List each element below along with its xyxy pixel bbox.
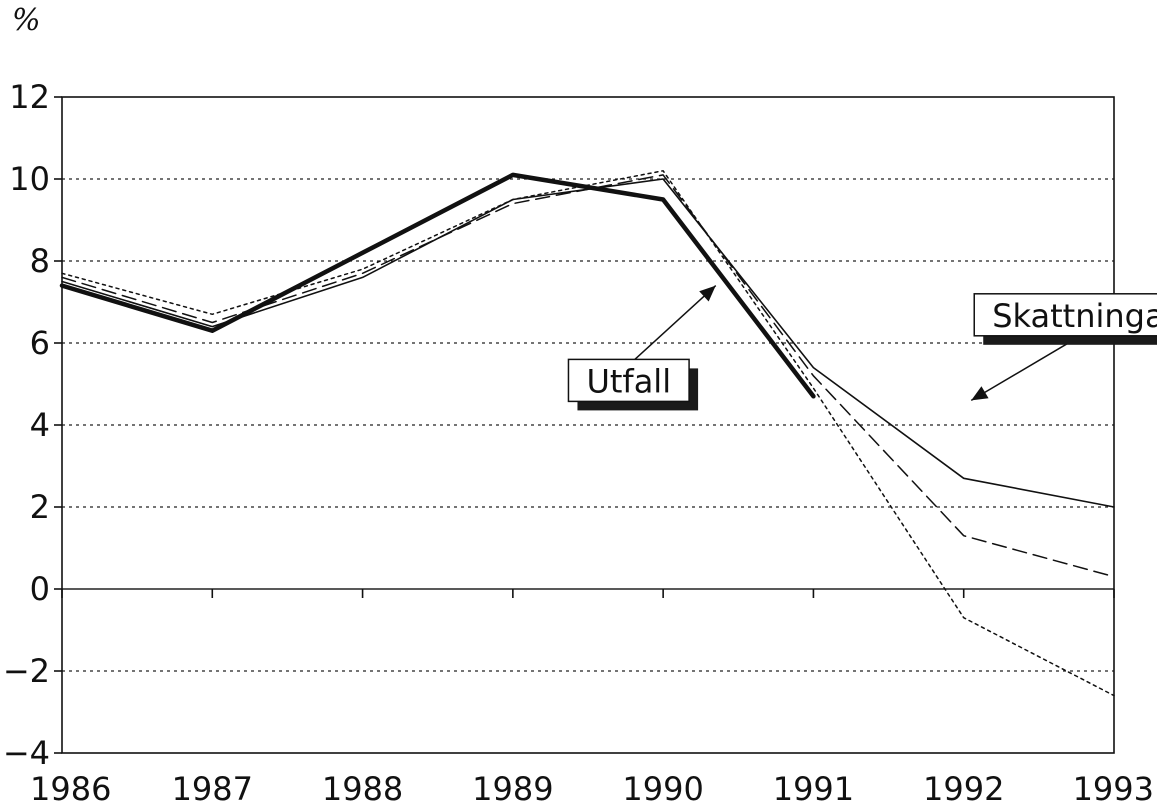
annotation-utfall: Utfall: [567, 285, 717, 411]
axes: [54, 96, 1115, 754]
y-tick-label: 12: [9, 78, 50, 116]
annotation-skattningar: Skattningar: [970, 293, 1157, 402]
annotation-arrow: [634, 285, 717, 360]
y-tick-label: 4: [30, 406, 50, 444]
x-tick-label: 1987: [172, 770, 253, 808]
x-tick-label: 1991: [773, 770, 854, 808]
x-tick-label: 1986: [30, 770, 111, 808]
y-tick-label: −2: [3, 652, 50, 690]
x-tick-label: 1990: [622, 770, 703, 808]
arrow-head-icon: [699, 285, 716, 302]
annotation-box: [973, 293, 1157, 337]
gridlines: [62, 178, 1114, 672]
series-line-dashed: [61, 174, 1115, 578]
series-lines: [59, 170, 1115, 697]
series-line-thick-solid: [59, 172, 816, 399]
x-tick-label: 1989: [472, 770, 553, 808]
y-tick-label: 10: [9, 160, 50, 198]
x-tick-label: 1992: [923, 770, 1004, 808]
annotation-arrow: [970, 335, 1081, 402]
y-unit-label: %: [12, 3, 41, 38]
annotation-box: [567, 358, 690, 403]
x-tick-label: 1988: [322, 770, 403, 808]
y-tick-label: −4: [3, 734, 50, 772]
y-tick-label: 2: [30, 488, 50, 526]
y-tick-label: 0: [30, 570, 50, 608]
annotation-label: Skattningar: [992, 297, 1157, 335]
x-tick-label: 1993: [1073, 770, 1154, 808]
annotation-label: Utfall: [586, 362, 671, 400]
y-tick-label: 8: [30, 242, 50, 280]
series-line-dotted: [61, 170, 1115, 697]
annotations: Utfall Skattningar: [567, 285, 1157, 411]
arrow-head-icon: [971, 386, 989, 401]
y-tick-label: 6: [30, 324, 50, 362]
